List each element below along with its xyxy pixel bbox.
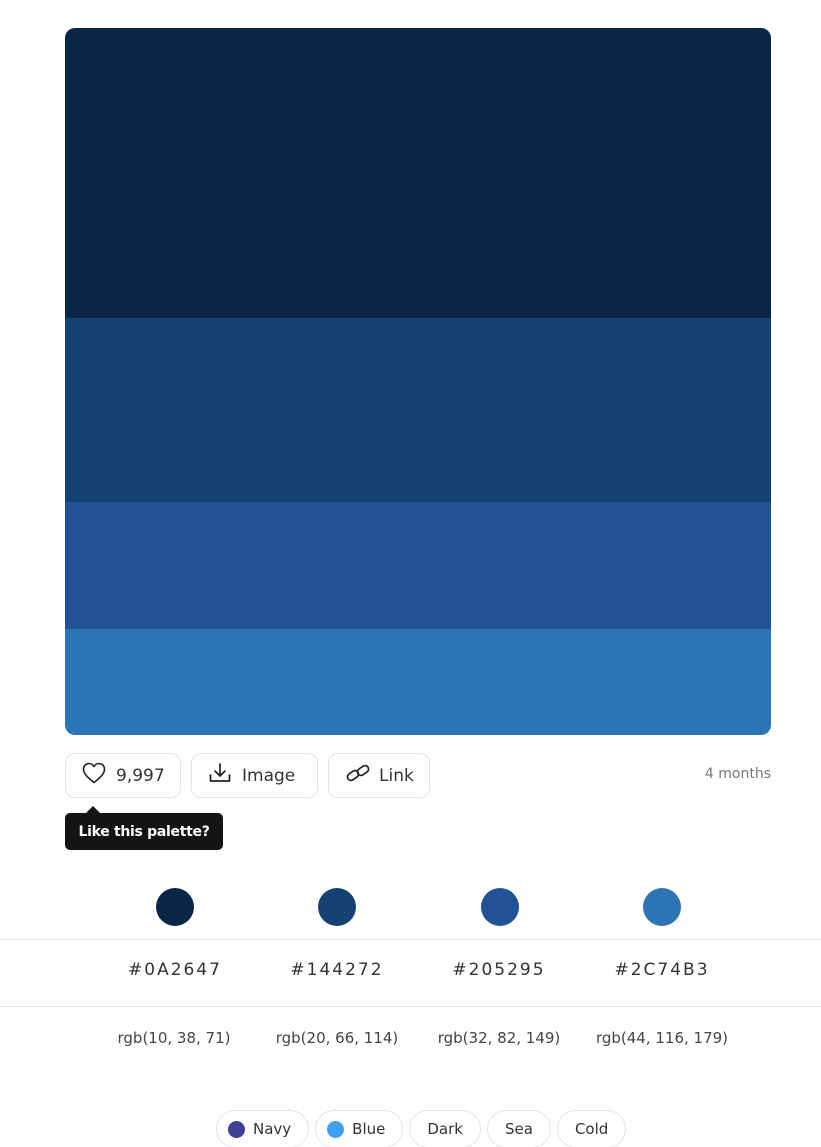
tag-label: Cold [574, 1120, 609, 1138]
tag-label: Dark [427, 1120, 463, 1138]
image-button-label: Image [242, 765, 296, 786]
tag-label: Blue [352, 1120, 386, 1138]
color-dot-4[interactable] [643, 888, 681, 926]
rgb-code-3[interactable]: rgb(32, 82, 149) [437, 1029, 561, 1047]
palette-age: 4 months [704, 766, 771, 782]
tag-color-dot [327, 1120, 345, 1138]
rgb-code-4[interactable]: rgb(44, 116, 179) [595, 1029, 729, 1047]
like-count: 9,997 [116, 765, 165, 786]
hex-code-1[interactable]: #0A2647 [128, 960, 222, 980]
link-button-label: Link [379, 765, 414, 786]
tag-color-dot [228, 1120, 245, 1138]
tag-label: Navy [253, 1120, 292, 1138]
color-swatch-2[interactable] [65, 318, 771, 502]
download-icon [208, 762, 232, 789]
color-dot-3[interactable] [481, 888, 519, 926]
rgb-code-1[interactable]: rgb(10, 38, 71) [117, 1029, 231, 1047]
copy-link-button[interactable]: Link [328, 753, 430, 798]
tag-blue[interactable]: Blue [315, 1110, 404, 1147]
tag-navy[interactable]: Navy [216, 1110, 310, 1147]
rgb-code-2[interactable]: rgb(20, 66, 114) [275, 1029, 399, 1047]
like-button[interactable]: 9,997 [65, 753, 181, 798]
tag-cold[interactable]: Cold [556, 1110, 627, 1147]
color-swatch-3[interactable] [65, 502, 771, 629]
tag-dark[interactable]: Dark [409, 1110, 481, 1147]
divider [0, 939, 821, 940]
palette-preview [65, 28, 771, 735]
divider [0, 1006, 821, 1007]
like-tooltip: Like this palette? [65, 806, 223, 850]
download-image-button[interactable]: Image [191, 753, 318, 798]
palette-actions: 9,997 Image Link 4 mon [65, 753, 771, 800]
color-dot-1[interactable] [156, 888, 194, 926]
tag-label: Sea [504, 1120, 533, 1138]
hex-code-4[interactable]: #2C74B3 [614, 960, 710, 980]
color-swatch-4[interactable] [65, 629, 771, 735]
heart-icon [82, 762, 106, 789]
link-icon [345, 762, 371, 789]
hex-code-3[interactable]: #205295 [452, 960, 546, 980]
color-swatch-1[interactable] [65, 28, 771, 318]
palette-tags: Navy Blue Dark Sea Cold [216, 1110, 627, 1147]
color-dot-2[interactable] [318, 888, 356, 926]
tag-sea[interactable]: Sea [486, 1110, 551, 1147]
hex-code-2[interactable]: #144272 [290, 960, 384, 980]
